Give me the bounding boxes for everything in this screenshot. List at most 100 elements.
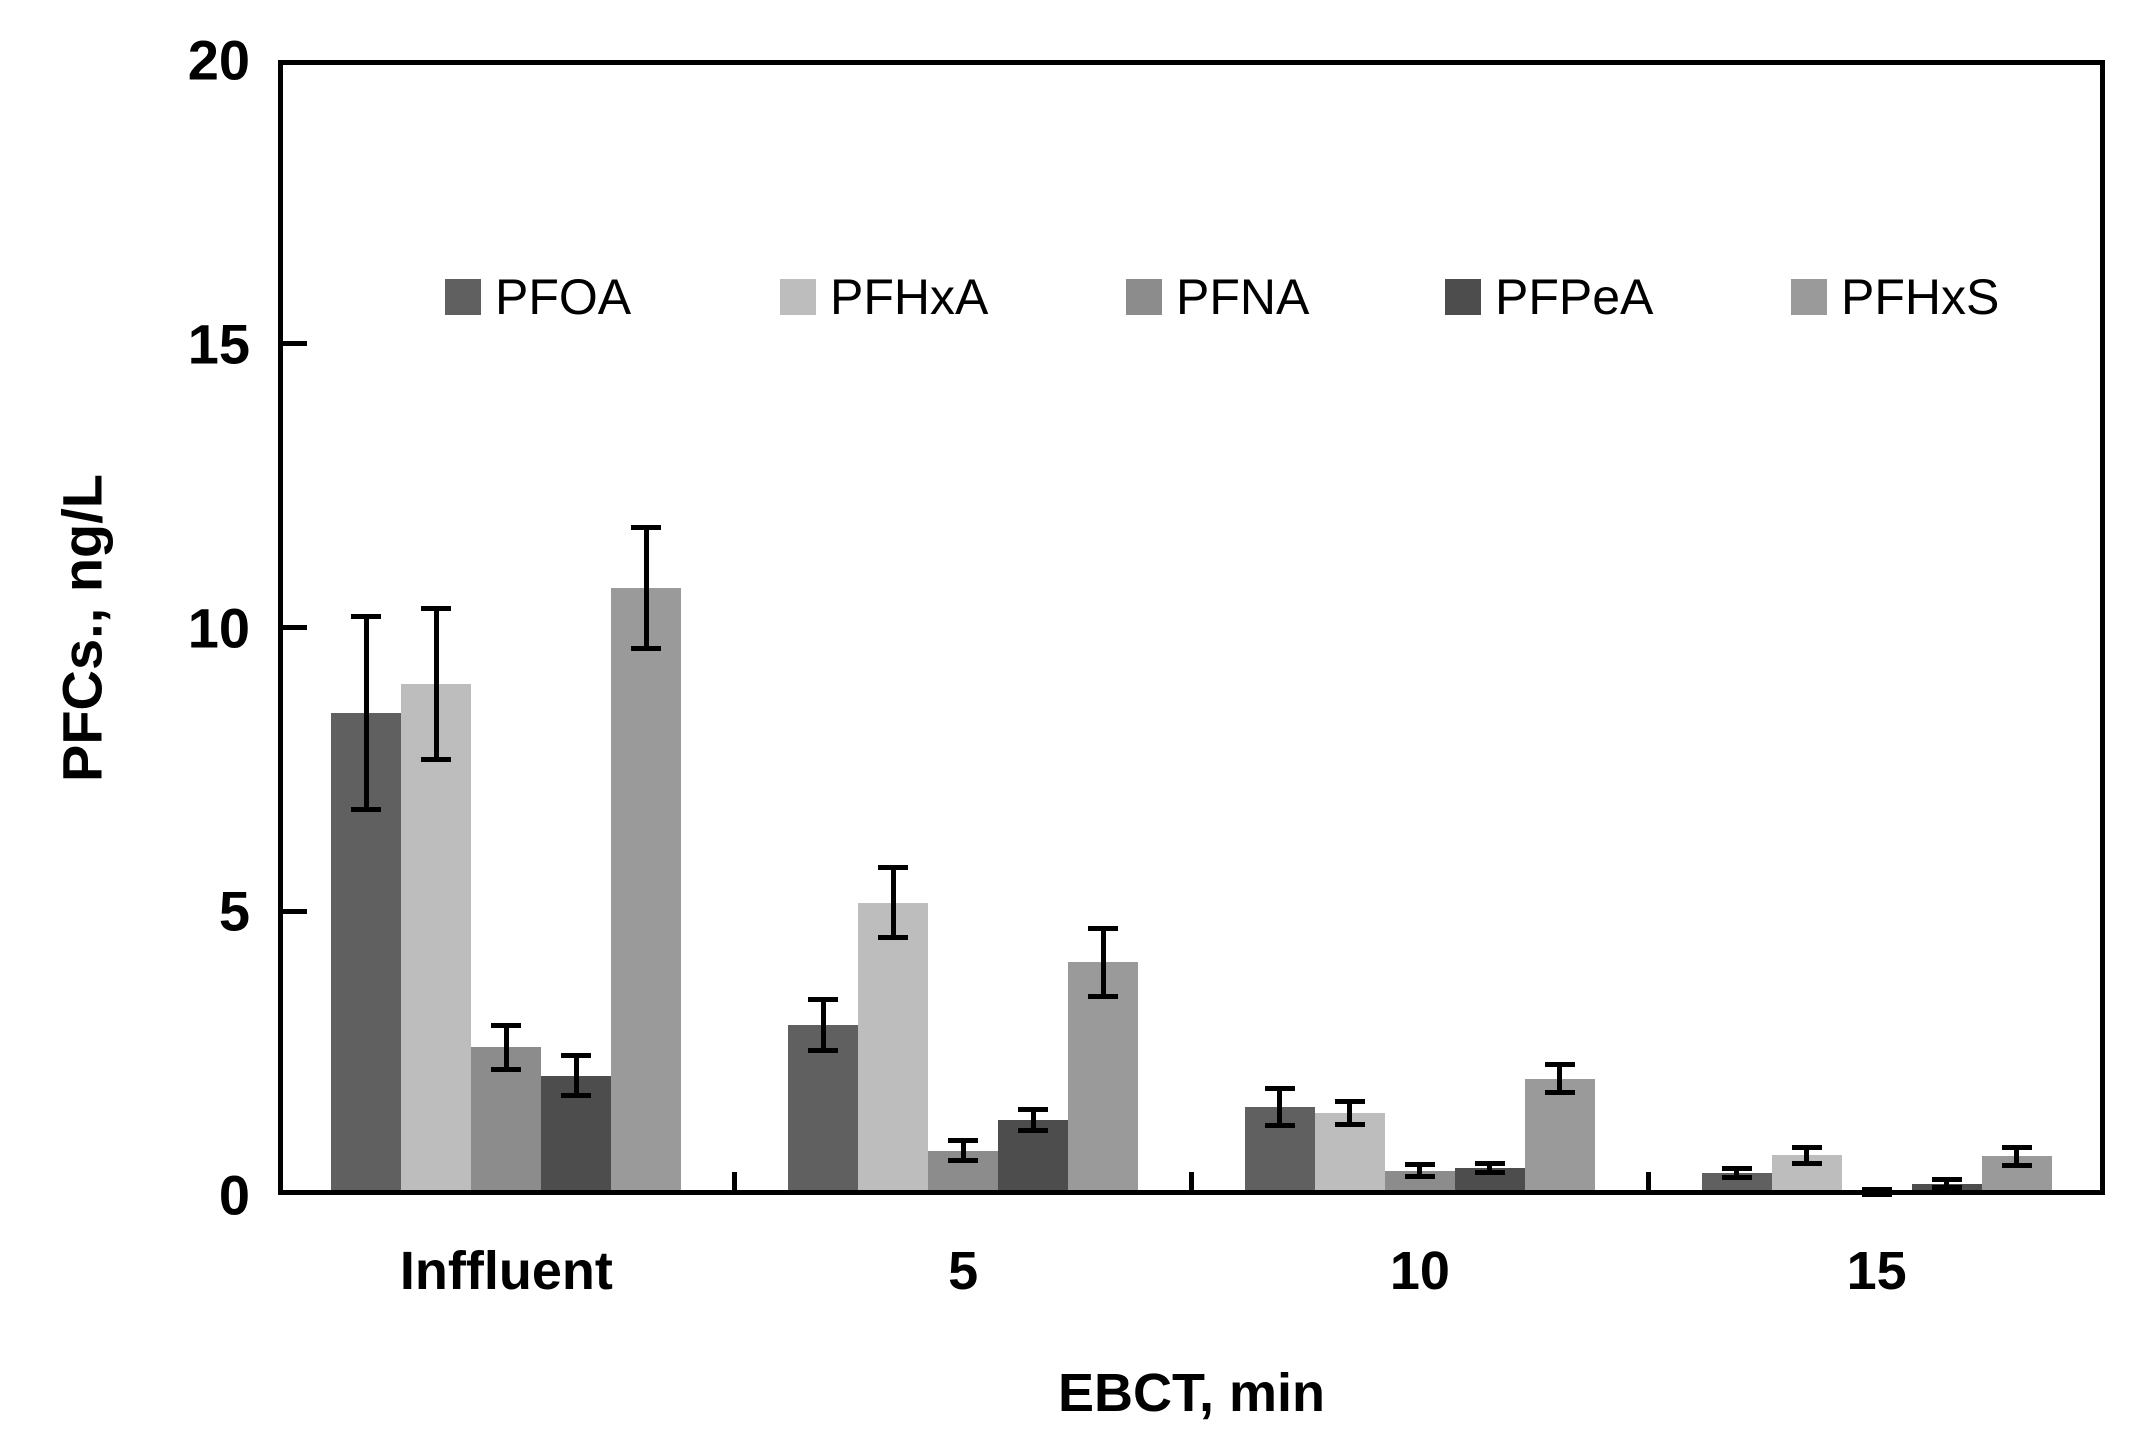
legend-swatch-PFHxS bbox=[1791, 279, 1827, 315]
bar-PFNA-Inffluent bbox=[471, 1047, 542, 1195]
error-bar-PFHxA-5 bbox=[890, 867, 896, 938]
plot-frame bbox=[278, 60, 2105, 1195]
legend-swatch-PFOA bbox=[445, 279, 481, 315]
error-cap-high-PFHxS-Inffluent bbox=[631, 524, 662, 530]
legend-item-PFOA: PFOA bbox=[445, 268, 631, 326]
error-cap-low-PFOA-10 bbox=[1264, 1123, 1295, 1129]
y-tick-15 bbox=[283, 341, 307, 347]
error-cap-low-PFPeA-10 bbox=[1474, 1169, 1505, 1175]
error-cap-high-PFHxA-15 bbox=[1791, 1144, 1822, 1150]
legend-label-PFHxS: PFHxS bbox=[1841, 269, 2000, 325]
y-tick-label-20: 20 bbox=[187, 28, 250, 92]
error-bar-PFPeA-5 bbox=[1030, 1109, 1036, 1131]
y-tick-label-0: 0 bbox=[218, 1163, 250, 1227]
error-cap-low-PFHxS-Inffluent bbox=[631, 645, 662, 651]
error-cap-high-PFOA-Inffluent bbox=[351, 613, 382, 619]
x-axis-title: EBCT, min bbox=[1057, 1363, 1326, 1423]
x-boundary-tick bbox=[1189, 1172, 1194, 1190]
x-category-label-Inffluent: Inffluent bbox=[399, 1241, 613, 1301]
error-bar-PFHxA-10 bbox=[1347, 1101, 1353, 1125]
error-cap-low-PFNA-10 bbox=[1404, 1173, 1435, 1179]
error-cap-high-PFNA-10 bbox=[1404, 1162, 1435, 1168]
error-cap-high-PFNA-Inffluent bbox=[491, 1023, 522, 1029]
error-cap-high-PFHxS-10 bbox=[1544, 1061, 1575, 1067]
error-cap-high-PFPeA-15 bbox=[1931, 1177, 1962, 1183]
error-cap-low-PFPeA-15 bbox=[1931, 1185, 1962, 1191]
bar-PFOA-15 bbox=[1701, 1173, 1772, 1195]
error-cap-low-PFHxS-10 bbox=[1544, 1090, 1575, 1096]
x-category-label-15: 15 bbox=[1846, 1241, 1907, 1301]
error-cap-high-PFHxA-Inffluent bbox=[421, 606, 452, 612]
y-tick-label-5: 5 bbox=[218, 879, 250, 943]
error-cap-low-PFOA-5 bbox=[808, 1047, 839, 1053]
bar-PFHxS-Inffluent bbox=[611, 587, 682, 1195]
error-cap-high-PFHxS-5 bbox=[1088, 925, 1119, 931]
legend-label-PFPeA: PFPeA bbox=[1495, 269, 1654, 325]
error-cap-low-PFNA-5 bbox=[948, 1158, 979, 1164]
error-bar-PFOA-10 bbox=[1277, 1088, 1283, 1126]
legend-label-PFHxA: PFHxA bbox=[830, 269, 989, 325]
error-cap-low-PFNA-15 bbox=[1861, 1191, 1892, 1197]
error-bar-PFOA-5 bbox=[820, 999, 826, 1051]
error-bar-PFHxS-Inffluent bbox=[643, 527, 649, 649]
error-bar-PFPeA-Inffluent bbox=[573, 1055, 579, 1096]
error-cap-low-PFPeA-5 bbox=[1018, 1127, 1049, 1133]
y-tick-5 bbox=[283, 908, 307, 914]
y-tick-label-15: 15 bbox=[187, 312, 250, 376]
error-cap-high-PFHxA-5 bbox=[878, 865, 909, 871]
x-category-label-10: 10 bbox=[1389, 1241, 1450, 1301]
error-cap-low-PFHxA-10 bbox=[1334, 1122, 1365, 1128]
legend-item-PFNA: PFNA bbox=[1126, 268, 1309, 326]
legend-swatch-PFNA bbox=[1126, 279, 1162, 315]
error-bar-PFOA-Inffluent bbox=[363, 616, 369, 810]
error-bar-PFHxA-Inffluent bbox=[433, 608, 439, 760]
error-bar-PFHxS-5 bbox=[1100, 928, 1106, 997]
error-bar-PFOA-15 bbox=[1734, 1168, 1740, 1178]
bar-PFHxS-5 bbox=[1068, 962, 1139, 1195]
x-category-label-5: 5 bbox=[948, 1241, 979, 1301]
x-boundary-tick bbox=[732, 1172, 738, 1190]
legend-label-PFNA: PFNA bbox=[1176, 269, 1310, 325]
legend-item-PFPeA: PFPeA bbox=[1445, 268, 1653, 326]
error-cap-low-PFHxA-Inffluent bbox=[421, 757, 452, 763]
error-cap-high-PFNA-15 bbox=[1861, 1187, 1892, 1193]
error-bar-PFPeA-15 bbox=[1944, 1179, 1950, 1188]
y-tick-label-10: 10 bbox=[187, 596, 250, 659]
y-tick-10 bbox=[283, 625, 307, 630]
error-cap-high-PFOA-10 bbox=[1264, 1085, 1295, 1091]
legend-swatch-PFPeA bbox=[1445, 279, 1481, 315]
error-cap-high-PFHxS-15 bbox=[2001, 1144, 2032, 1150]
error-cap-high-PFNA-5 bbox=[948, 1138, 979, 1144]
legend-item-PFHxA: PFHxA bbox=[780, 268, 988, 326]
bar-PFOA-5 bbox=[788, 1024, 859, 1195]
error-bar-PFHxS-10 bbox=[1557, 1064, 1563, 1093]
error-cap-low-PFNA-Inffluent bbox=[491, 1066, 522, 1072]
error-cap-high-PFHxA-10 bbox=[1334, 1099, 1365, 1105]
error-cap-low-PFHxS-5 bbox=[1088, 993, 1119, 999]
error-cap-high-PFPeA-10 bbox=[1474, 1160, 1505, 1166]
error-bar-PFNA-Inffluent bbox=[503, 1025, 509, 1069]
error-cap-low-PFOA-Inffluent bbox=[351, 806, 382, 812]
error-cap-low-PFHxA-5 bbox=[878, 935, 909, 941]
error-bar-PFHxA-15 bbox=[1804, 1147, 1810, 1164]
error-cap-high-PFPeA-5 bbox=[1018, 1107, 1049, 1113]
legend-label-PFOA: PFOA bbox=[495, 269, 632, 325]
error-bar-PFPeA-10 bbox=[1487, 1163, 1493, 1173]
error-cap-high-PFPeA-Inffluent bbox=[561, 1053, 592, 1059]
bar-PFHxA-5 bbox=[858, 902, 929, 1195]
error-bar-PFNA-5 bbox=[960, 1140, 966, 1161]
bar-PFHxS-10 bbox=[1524, 1078, 1595, 1195]
error-cap-low-PFHxS-15 bbox=[2001, 1162, 2032, 1168]
legend-item-PFHxS: PFHxS bbox=[1791, 268, 1999, 326]
bar-PFHxA-Inffluent bbox=[401, 684, 472, 1195]
error-cap-low-PFPeA-Inffluent bbox=[561, 1093, 592, 1099]
x-boundary-tick bbox=[1645, 1172, 1651, 1190]
error-cap-low-PFOA-15 bbox=[1721, 1175, 1752, 1181]
error-bar-PFHxS-15 bbox=[2014, 1147, 2020, 1166]
